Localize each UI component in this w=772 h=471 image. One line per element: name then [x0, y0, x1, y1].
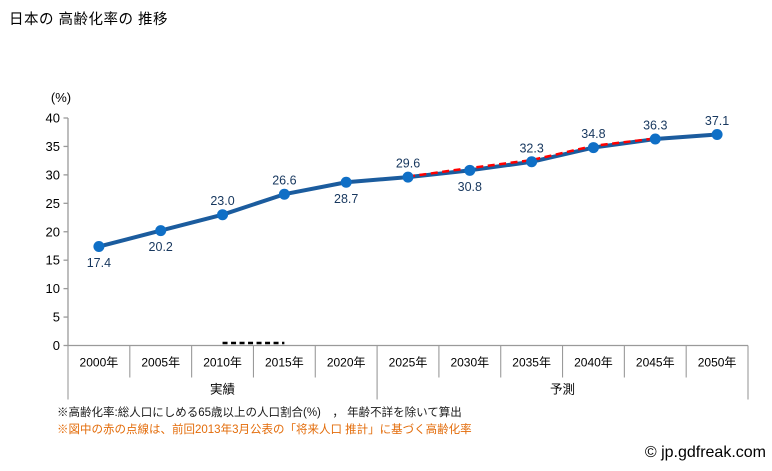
data-point-label: 23.0 [210, 194, 234, 208]
x-axis-category-label: 2025年 [389, 356, 428, 370]
data-point-marker [217, 209, 229, 221]
x-axis-category-label: 2020年 [327, 356, 366, 370]
data-point-marker [278, 188, 290, 200]
data-point-marker [649, 133, 661, 145]
x-axis-category-label: 2030年 [450, 356, 489, 370]
data-point-label: 26.6 [272, 174, 296, 188]
y-axis-tick-label: 15 [46, 253, 60, 268]
x-axis-category-label: 2035年 [512, 356, 551, 370]
y-axis-tick-label: 25 [46, 196, 60, 211]
x-axis-category-label: 2050年 [698, 356, 737, 370]
data-point-marker [526, 156, 538, 168]
x-axis-category-label: 2005年 [141, 356, 180, 370]
x-axis-category-label: 2010年 [203, 356, 242, 370]
data-point-label: 30.8 [458, 180, 482, 194]
data-point-label: 28.7 [334, 192, 358, 206]
watermark-copyright: © jp.gdfreak.com [644, 444, 766, 461]
x-axis-category-label: 2040年 [574, 356, 613, 370]
series-line-previous-projection [407, 137, 656, 178]
x-axis-category-label: 2015年 [265, 356, 304, 370]
data-point-marker [402, 171, 414, 183]
data-point-marker [93, 241, 105, 253]
data-point-label: 29.6 [396, 157, 420, 171]
footnote-definition: ※高齢化率:総人口にしめる65歳以上の人口割合(%) ， 年齢不詳を除いて算出 [57, 407, 462, 419]
y-axis-tick-label: 10 [46, 281, 60, 296]
data-point-marker [155, 225, 167, 237]
data-point-label: 17.4 [87, 256, 111, 270]
x-axis-category-label: 2045年 [636, 356, 675, 370]
data-point-label: 34.8 [581, 127, 605, 141]
y-axis-tick-label: 20 [46, 224, 60, 239]
y-axis-tick-label: 35 [46, 139, 60, 154]
series-line-actual-forecast [96, 132, 720, 249]
data-point-label: 37.1 [705, 114, 729, 128]
x-axis-category-label: 2000年 [80, 356, 119, 370]
data-point-label: 32.3 [519, 141, 543, 155]
chart-title: 日本の 高齢化率の 推移 [9, 12, 169, 28]
footnote-red-dotted-line: ※図中の赤の点線は、前回2013年3月公表の「将来人口 推計」に基づく高齢化率 [57, 424, 472, 436]
y-axis-tick-label: 5 [53, 310, 60, 325]
axis-group-label: 実績 [210, 382, 235, 397]
data-point-marker [587, 142, 599, 154]
data-point-marker [340, 176, 352, 188]
axis-group-label: 予測 [550, 383, 575, 397]
data-point-label: 20.2 [149, 240, 173, 254]
y-axis-tick-label: 0 [53, 338, 60, 353]
y-axis-tick-label: 30 [46, 167, 60, 182]
data-point-marker [711, 128, 723, 140]
data-point-label: 36.3 [643, 119, 667, 133]
data-point-marker [464, 164, 476, 176]
y-axis-unit-label: (%) [50, 90, 72, 105]
y-axis-tick-label: 40 [46, 111, 60, 126]
